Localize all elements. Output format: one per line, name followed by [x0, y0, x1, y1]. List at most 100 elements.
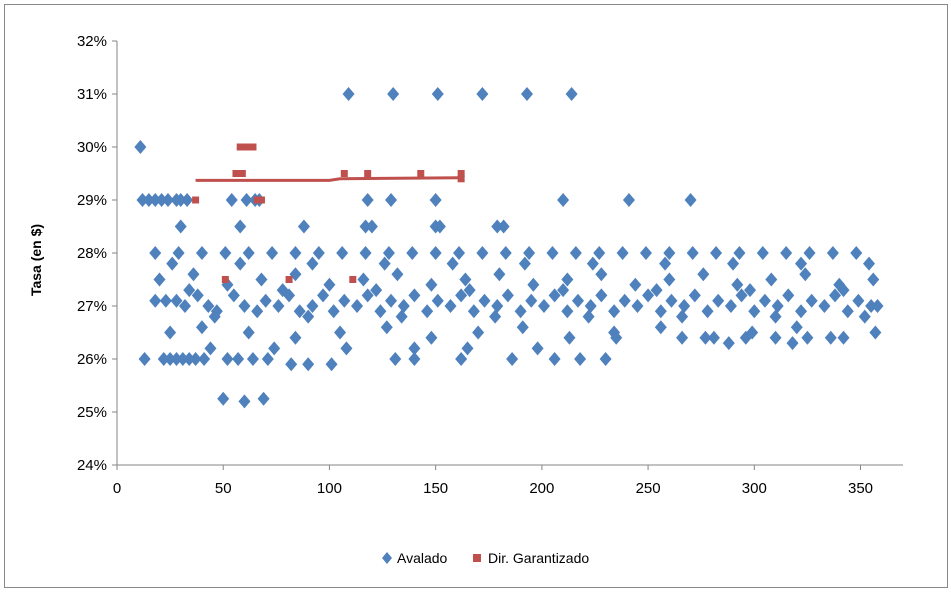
- avalado-point: [799, 267, 812, 282]
- avalado-point: [463, 283, 476, 298]
- avalado-point: [697, 267, 710, 282]
- avalado-point: [425, 330, 438, 345]
- series-line-1: [195, 176, 462, 182]
- avalado-point: [370, 283, 383, 298]
- avalado-point: [240, 193, 253, 207]
- avalado-point: [491, 219, 504, 234]
- avalado-point: [397, 299, 410, 313]
- avalado-point: [499, 246, 512, 260]
- avalado-point: [189, 352, 202, 366]
- avalado-point: [871, 299, 884, 313]
- avalado-point: [191, 288, 204, 303]
- avalado-point: [455, 288, 468, 303]
- y-tick-label: 30%: [77, 139, 107, 156]
- avalado-point: [769, 309, 782, 324]
- avalado-point: [446, 256, 459, 271]
- y-tick-label: 25%: [77, 404, 107, 421]
- avalado-point: [227, 288, 240, 303]
- avalado-point: [242, 246, 255, 260]
- avalado-point: [178, 299, 191, 313]
- avalado-point: [181, 193, 194, 207]
- avalado-point: [149, 293, 162, 308]
- avalado-point: [684, 193, 697, 207]
- avalado-point: [378, 256, 391, 271]
- avalado-point: [765, 272, 778, 287]
- avalado-point: [234, 219, 247, 234]
- x-tick-label: 200: [529, 480, 554, 497]
- avalado-point: [639, 246, 652, 260]
- x-tick-label: 350: [848, 480, 873, 497]
- avalado-point: [134, 140, 147, 154]
- avalado-point: [818, 299, 831, 313]
- avalado-point: [459, 272, 472, 287]
- x-tick-label: 250: [636, 480, 661, 497]
- avalado-point: [561, 304, 574, 319]
- avalado-point: [516, 320, 529, 335]
- avalado-point: [255, 272, 268, 287]
- avalado-point: [351, 299, 364, 313]
- scatter-chart: 24% 25% 26% 27% 28% 29% 30% 31% 32% 0 50 100 150 200…: [28, 33, 903, 566]
- dir-garantizado-point: [240, 143, 248, 151]
- avalado-point: [769, 330, 782, 345]
- y-tick-label: 28%: [77, 245, 107, 262]
- avalado-point: [359, 246, 372, 260]
- avalado-point: [629, 277, 642, 292]
- legend-dir-garantizado-label: Dir. Garantizado: [488, 550, 589, 566]
- dir-garantizado-point: [457, 170, 465, 177]
- avalado-point: [334, 325, 347, 340]
- avalado-point: [293, 304, 306, 319]
- dir-garantizado-point: [257, 196, 265, 204]
- avalado-point: [327, 304, 340, 319]
- avalado-point: [599, 352, 612, 366]
- avalado-point: [712, 293, 725, 308]
- avalado-point: [431, 87, 444, 101]
- avalado-point: [642, 288, 655, 303]
- avalado-point: [472, 325, 485, 340]
- avalado-point: [699, 330, 712, 345]
- avalado-point: [164, 325, 177, 340]
- avalado-point: [453, 246, 466, 260]
- avalado-point: [546, 246, 559, 260]
- avalado-point: [217, 391, 230, 406]
- avalado-point: [174, 219, 187, 234]
- avalado-point: [374, 304, 387, 319]
- avalado-point: [195, 320, 208, 335]
- avalado-point: [489, 309, 502, 324]
- avalado-point: [340, 341, 353, 356]
- avalado-point: [837, 330, 850, 345]
- avalado-point: [198, 352, 211, 366]
- avalado-point: [514, 304, 527, 319]
- avalado-point: [421, 304, 434, 319]
- avalado-point: [382, 246, 395, 260]
- avalado-point: [195, 246, 208, 260]
- avalado-point: [531, 341, 544, 356]
- avalado-point: [724, 299, 737, 313]
- avalado-point: [518, 256, 531, 271]
- avalado-point: [385, 293, 398, 308]
- x-tick-label: 50: [215, 480, 232, 497]
- legend-avalado-label: Avalado: [397, 550, 448, 566]
- avalado-point: [238, 394, 251, 409]
- dir-garantizado-point: [340, 170, 348, 177]
- dir-garantizado-point: [457, 175, 465, 183]
- avalado-point: [824, 330, 837, 345]
- avalado-point: [616, 246, 629, 260]
- avalado-point: [548, 288, 561, 303]
- avalado-point: [852, 293, 865, 308]
- avalado-point: [161, 193, 174, 207]
- avalado-point: [238, 299, 251, 313]
- avalado-point: [739, 330, 752, 345]
- avalado-point: [782, 288, 795, 303]
- avalado-point: [429, 193, 442, 207]
- avalado-point: [208, 309, 221, 324]
- avalado-point: [622, 193, 635, 207]
- avalado-point: [497, 219, 510, 234]
- avalado-point: [756, 246, 769, 260]
- avalado-point: [569, 246, 582, 260]
- y-axis-title: Tasa (en $): [28, 224, 44, 296]
- avalado-point: [688, 288, 701, 303]
- avalado-point: [618, 293, 631, 308]
- avalado-point: [246, 352, 259, 366]
- avalado-point: [478, 293, 491, 308]
- avalado-point: [786, 336, 799, 351]
